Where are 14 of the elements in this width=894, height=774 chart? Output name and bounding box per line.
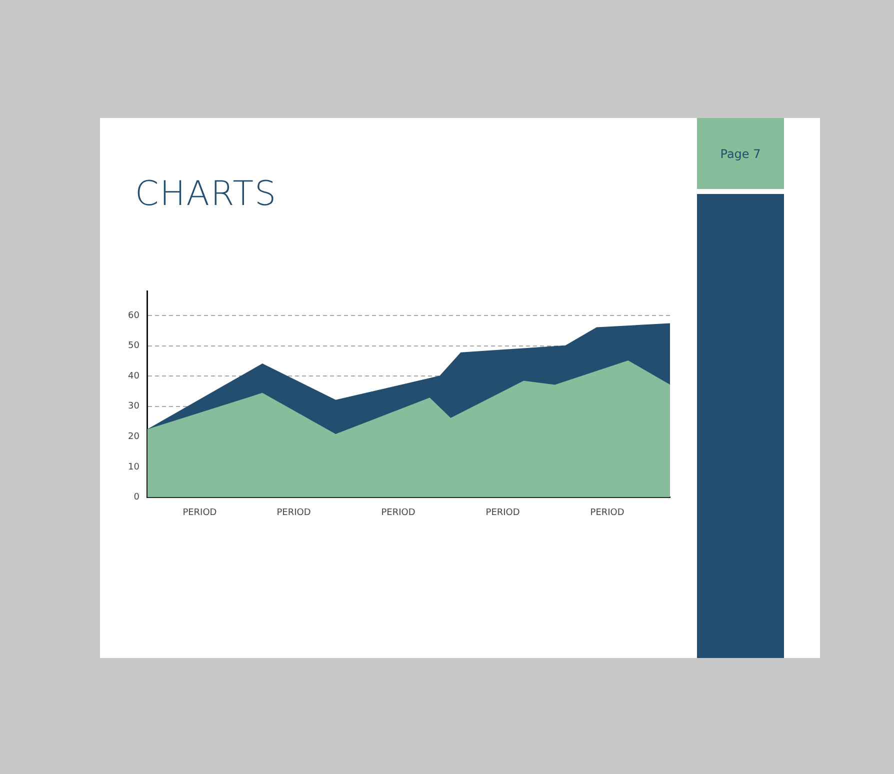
chart-title: CHARTS	[135, 174, 278, 214]
y-tick-label: 0	[134, 492, 140, 503]
y-tick-label: 30	[128, 402, 140, 412]
y-tick-label: 60	[128, 310, 140, 321]
x-tick-label: PERIOD	[590, 508, 624, 518]
y-tick-label: 40	[128, 371, 140, 382]
y-tick-label: 20	[128, 432, 140, 442]
page-tab: Page 7	[697, 118, 784, 189]
x-tick-label: PERIOD	[182, 508, 217, 518]
x-tick-label: PERIOD	[486, 508, 520, 518]
y-tick-label: 50	[128, 341, 140, 352]
x-tick-label: PERIOD	[276, 508, 311, 518]
y-tick-label: 10	[128, 462, 140, 472]
x-tick-label: PERIOD	[381, 508, 416, 518]
